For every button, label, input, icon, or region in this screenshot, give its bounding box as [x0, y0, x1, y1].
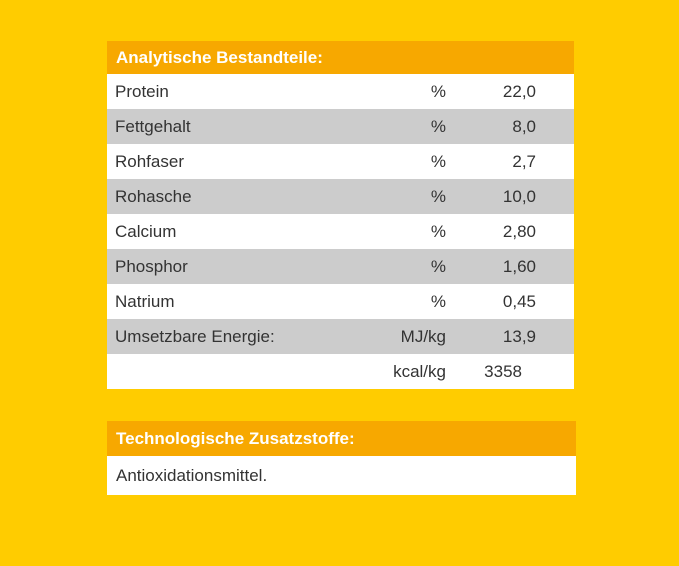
row-value: 3358: [484, 362, 522, 381]
row-value: 2,7: [512, 152, 536, 171]
table-row-energy-mj: Umsetzbare Energie: MJ/kg 13,9: [107, 319, 574, 354]
row-unit: %: [430, 187, 446, 206]
table-row-phosphor: Phosphor % 1,60: [107, 249, 574, 284]
row-label: Phosphor: [115, 257, 188, 276]
row-value: 1,60: [502, 257, 536, 276]
row-unit: %: [430, 222, 446, 241]
table-row-fettgehalt: Fettgehalt % 8,0: [107, 109, 574, 144]
table-row-calcium: Calcium % 2,80: [107, 214, 574, 249]
row-value: 22,0: [502, 82, 536, 101]
table-row-natrium: Natrium % 0,45: [107, 284, 574, 319]
row-unit: %: [430, 117, 446, 136]
row-unit: kcal/kg: [393, 362, 446, 381]
row-value: 8,0: [512, 117, 536, 136]
analytical-constituents-heading: Analytische Bestandteile:: [107, 41, 574, 74]
table-row-rohfaser: Rohfaser % 2,7: [107, 144, 574, 179]
row-value: 10,0: [502, 187, 536, 206]
analytical-constituents-table: Analytische Bestandteile: Protein % 22,0…: [107, 41, 574, 389]
table-row-energy-kcal: kcal/kg 3358: [107, 354, 574, 389]
row-label: Rohfaser: [115, 152, 184, 171]
row-value: 0,45: [502, 292, 536, 311]
row-label: Calcium: [115, 222, 177, 241]
row-label: Rohasche: [115, 187, 192, 206]
row-unit: %: [430, 257, 446, 276]
table-row-protein: Protein % 22,0: [107, 74, 574, 109]
row-unit: MJ/kg: [400, 327, 446, 346]
row-label: Fettgehalt: [115, 117, 191, 136]
row-label: Umsetzbare Energie:: [115, 327, 275, 346]
technological-additives-box: Technologische Zusatzstoffe: Antioxidati…: [107, 421, 576, 495]
additives-text: Antioxidationsmittel.: [107, 456, 576, 495]
row-label: Natrium: [115, 292, 175, 311]
technological-additives-heading: Technologische Zusatzstoffe:: [107, 421, 576, 456]
table-row-rohasche: Rohasche % 10,0: [107, 179, 574, 214]
row-unit: %: [430, 152, 446, 171]
row-unit: %: [430, 82, 446, 101]
row-unit: %: [430, 292, 446, 311]
row-value: 13,9: [502, 327, 536, 346]
row-value: 2,80: [502, 222, 536, 241]
row-label: Protein: [115, 82, 169, 101]
